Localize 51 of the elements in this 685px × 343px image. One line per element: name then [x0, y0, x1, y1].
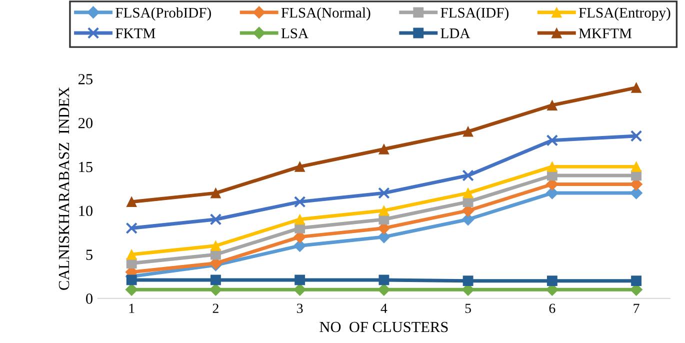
point: [126, 196, 137, 208]
point: [294, 161, 306, 172]
y-tick-label: 20: [78, 118, 93, 128]
x-axis-title: NO OF CLUSTERS: [320, 322, 448, 332]
x-tick-label: 5: [465, 304, 471, 314]
point: [462, 126, 474, 137]
x-tick-label: 1: [129, 304, 134, 313]
legend-label: FLSA(ProbIDF): [116, 7, 211, 21]
y-axis-title: CALNISKHARABASZ INDEX: [58, 87, 70, 290]
point: [462, 276, 474, 286]
point: [462, 170, 474, 182]
legend-label: FKTM: [116, 28, 156, 38]
legend-label: FLSA(IDF): [440, 7, 508, 21]
legend-label: LDA: [440, 28, 470, 38]
point: [126, 222, 138, 234]
point: [210, 213, 222, 226]
point: [546, 161, 558, 172]
point: [210, 240, 221, 251]
point: [210, 188, 221, 198]
point: [631, 82, 642, 93]
point: [210, 274, 221, 286]
x-tick-label: 3: [297, 304, 303, 314]
legend-label: MKFTM: [578, 28, 632, 38]
point: [378, 205, 390, 216]
legend-label: FLSA(Normal): [281, 7, 370, 21]
y-tick-label: 15: [79, 162, 92, 172]
y-tick-label: 25: [78, 74, 92, 84]
legend-label: LSA: [281, 28, 308, 38]
x-tick-label: 7: [634, 304, 640, 313]
point: [546, 276, 558, 286]
point: [126, 274, 137, 286]
point: [126, 249, 137, 260]
point: [378, 144, 390, 154]
point: [294, 274, 306, 286]
point: [462, 188, 474, 198]
x-tick-label: 4: [380, 304, 388, 313]
y-tick-label: 10: [79, 206, 93, 216]
x-tick-label: 2: [212, 304, 218, 313]
y-tick-label: 5: [86, 250, 92, 260]
point: [631, 161, 642, 172]
point: [378, 274, 390, 286]
point: [546, 134, 558, 146]
point: [378, 187, 390, 199]
point: [546, 100, 558, 110]
point: [630, 130, 642, 142]
legend-label: FLSA(Entropy): [578, 7, 670, 21]
x-tick-label: 6: [549, 304, 556, 314]
point: [294, 196, 306, 208]
point: [631, 276, 642, 286]
point: [294, 214, 306, 225]
y-tick-label: 0: [86, 294, 93, 304]
